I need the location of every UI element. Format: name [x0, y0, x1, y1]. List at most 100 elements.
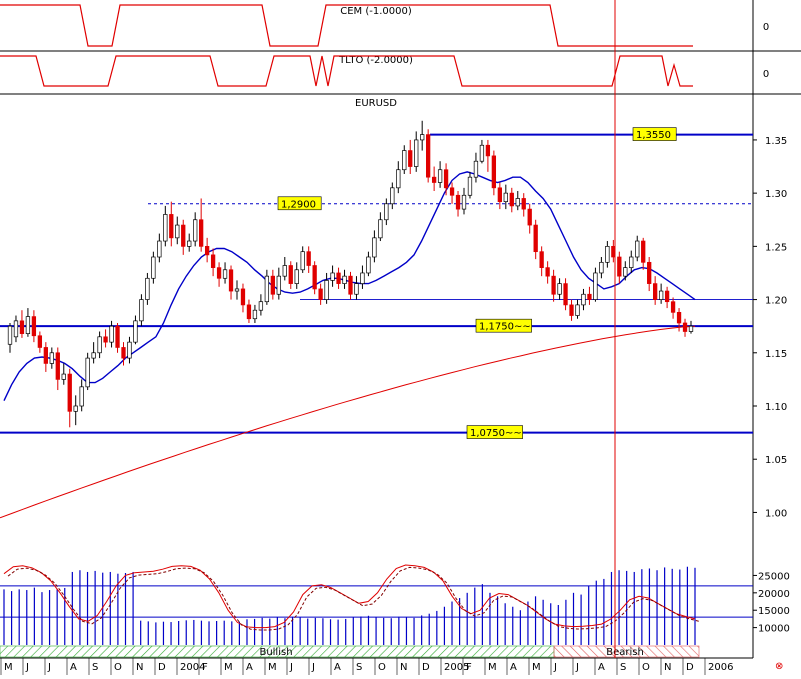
candle	[85, 352, 90, 391]
candle-body	[485, 144, 491, 157]
volume-panel: 25000 20000 15000 10000 Bullish Bearish	[0, 564, 790, 658]
candle	[491, 150, 497, 196]
month-label: 2005	[444, 662, 469, 673]
candle	[127, 336, 132, 364]
candle	[240, 283, 246, 313]
candle-body	[252, 309, 258, 320]
candle	[181, 219, 186, 255]
candle	[282, 257, 287, 281]
level-tag	[277, 196, 322, 211]
candle-body	[575, 304, 580, 316]
candle-body	[354, 283, 359, 295]
candle-body	[240, 288, 246, 306]
candle-body	[336, 272, 341, 284]
candle-body	[491, 155, 497, 189]
candle-body	[384, 203, 389, 221]
candle-body	[264, 275, 270, 303]
candle-body	[682, 322, 688, 332]
candle	[276, 267, 281, 300]
candle	[408, 139, 413, 174]
candle	[390, 182, 395, 210]
candle-body	[503, 192, 508, 203]
cem-panel-title: CEM (-1.0000)	[340, 6, 412, 17]
candle-body	[437, 169, 443, 183]
scroll-right-icon[interactable]: ⊗	[775, 661, 783, 672]
candle-body	[581, 293, 586, 306]
candle-body	[85, 357, 90, 388]
candle	[270, 269, 275, 300]
candle-body	[455, 194, 461, 210]
candle-body	[246, 304, 252, 320]
candle	[121, 342, 126, 366]
candle	[204, 237, 210, 263]
candle	[366, 251, 371, 277]
candle	[372, 230, 377, 263]
candle	[222, 262, 228, 284]
candle-body	[97, 336, 102, 354]
month-label: A	[598, 662, 605, 673]
candle-body	[216, 267, 222, 279]
oscillator-signal-line	[7, 566, 700, 631]
candle	[599, 257, 604, 279]
candle-body	[372, 237, 377, 258]
panel-frames	[0, 0, 801, 659]
month-label: J	[47, 662, 51, 673]
candle	[330, 265, 335, 287]
month-label: 2004	[180, 662, 205, 673]
candle-body	[449, 187, 455, 196]
candle	[653, 276, 658, 305]
candle-body	[551, 275, 556, 295]
candle-body	[587, 293, 592, 300]
candle-body	[37, 335, 43, 348]
candle	[199, 198, 204, 252]
candle	[79, 379, 84, 412]
oscillator-line	[3, 564, 696, 629]
month-label: O	[378, 662, 386, 673]
candle-body	[187, 240, 192, 247]
candle-body	[599, 261, 604, 274]
candle-body	[390, 187, 395, 205]
candle	[145, 272, 150, 305]
month-label: J	[575, 662, 579, 673]
candle	[581, 288, 586, 311]
candle	[193, 212, 198, 247]
candle-body	[31, 316, 37, 337]
candle	[426, 129, 431, 183]
candle-body	[473, 160, 479, 178]
candle	[414, 131, 419, 172]
candle-body	[228, 269, 234, 292]
candle	[647, 257, 652, 292]
month-label: S	[356, 662, 362, 673]
candle-body	[222, 269, 228, 279]
candle	[629, 250, 634, 273]
month-label: O	[642, 662, 650, 673]
candle-body	[145, 277, 150, 300]
price-axis-label: 1.10	[765, 402, 787, 413]
candle	[306, 246, 311, 273]
candle	[420, 120, 425, 151]
candle-body	[258, 301, 264, 311]
candle	[348, 271, 353, 300]
candle-body	[163, 214, 168, 242]
candle-body	[467, 176, 473, 196]
candle-body	[664, 290, 670, 303]
volume-axis-label: 25000	[758, 571, 790, 582]
candle	[43, 342, 48, 372]
candle	[228, 265, 234, 300]
candle-body	[545, 267, 550, 277]
month-label: N	[136, 662, 143, 673]
candle	[19, 310, 25, 338]
candle	[318, 283, 323, 305]
cem-axis-tick-0: 0	[763, 22, 769, 33]
candle-body	[210, 254, 216, 268]
candle	[91, 342, 96, 364]
price-axis-label: 1.05	[765, 455, 787, 466]
price-panel-title: EURUSD	[355, 98, 397, 109]
month-label: F	[466, 662, 472, 673]
candle-body	[43, 347, 48, 364]
candle-body	[623, 267, 628, 277]
candle	[676, 308, 682, 332]
candle	[7, 322, 13, 353]
month-label: A	[510, 662, 517, 673]
